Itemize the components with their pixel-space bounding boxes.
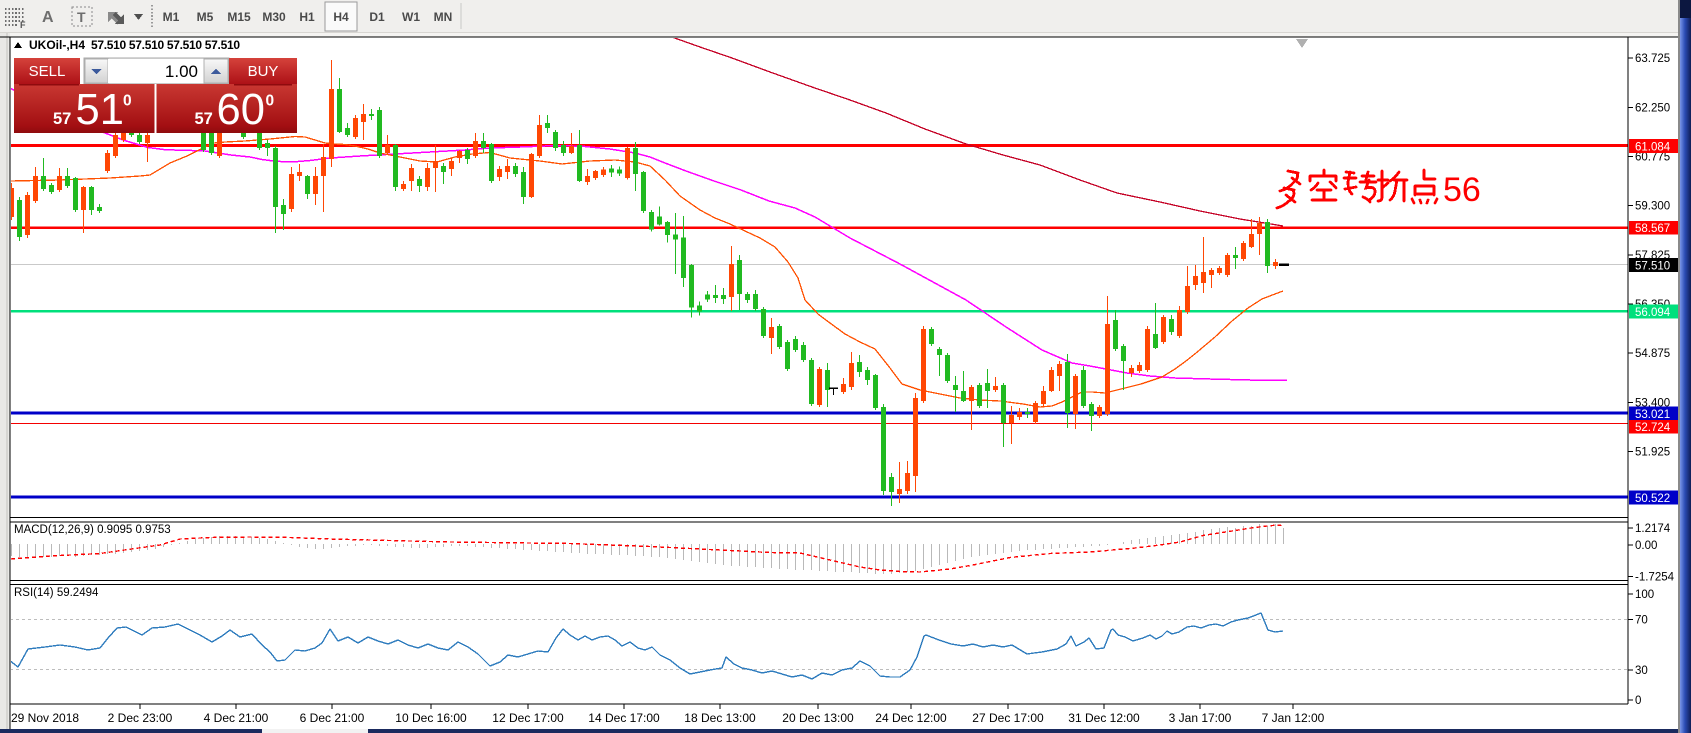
svg-text:31 Dec 12:00: 31 Dec 12:00 (1068, 711, 1140, 725)
svg-text:53.021: 53.021 (1635, 409, 1670, 421)
svg-text:MACD(12,26,9) 0.9095 0.9753: MACD(12,26,9) 0.9095 0.9753 (14, 524, 171, 536)
svg-text:30: 30 (1635, 665, 1648, 677)
svg-text:56.094: 56.094 (1635, 307, 1671, 319)
svg-text:14 Dec 17:00: 14 Dec 17:00 (588, 711, 660, 725)
svg-text:62.250: 62.250 (1635, 102, 1670, 114)
svg-text:6 Dec 21:00: 6 Dec 21:00 (300, 711, 365, 725)
svg-text:M15: M15 (227, 10, 251, 24)
svg-text:UKOil-,H4: UKOil-,H4 (29, 38, 85, 52)
svg-text:59.300: 59.300 (1635, 201, 1670, 213)
svg-text:D1: D1 (369, 10, 385, 24)
svg-text:W1: W1 (402, 10, 420, 24)
svg-text:51: 51 (76, 86, 124, 134)
svg-text:60: 60 (217, 86, 265, 134)
svg-text:10 Dec 16:00: 10 Dec 16:00 (395, 711, 467, 725)
svg-text:53.400: 53.400 (1635, 397, 1670, 409)
svg-text:SELL: SELL (29, 63, 66, 80)
svg-text:54.875: 54.875 (1635, 348, 1670, 360)
svg-text:12 Dec 17:00: 12 Dec 17:00 (492, 711, 564, 725)
svg-text:18 Dec 13:00: 18 Dec 13:00 (684, 711, 756, 725)
svg-text:51.925: 51.925 (1635, 447, 1670, 459)
svg-text:T: T (77, 9, 86, 25)
svg-text:0: 0 (266, 93, 275, 110)
svg-text:RSI(14) 59.2494: RSI(14) 59.2494 (14, 587, 99, 599)
svg-text:61.084: 61.084 (1635, 141, 1671, 153)
svg-text:24 Dec 12:00: 24 Dec 12:00 (875, 711, 947, 725)
svg-text:M30: M30 (262, 10, 286, 24)
svg-text:63.725: 63.725 (1635, 53, 1670, 65)
svg-text:70: 70 (1635, 615, 1648, 627)
svg-text:2 Dec 23:00: 2 Dec 23:00 (108, 711, 173, 725)
svg-text:29 Nov 2018: 29 Nov 2018 (11, 711, 79, 725)
svg-text:56: 56 (1443, 171, 1481, 209)
svg-text:1.2174: 1.2174 (1635, 523, 1671, 535)
svg-text:7 Jan 12:00: 7 Jan 12:00 (1262, 711, 1325, 725)
svg-text:M5: M5 (197, 10, 214, 24)
svg-text:52.724: 52.724 (1635, 422, 1671, 434)
svg-text:3 Jan 17:00: 3 Jan 17:00 (1169, 711, 1232, 725)
svg-text:0.00: 0.00 (1635, 540, 1657, 552)
svg-text:57.510 57.510 57.510 57.510: 57.510 57.510 57.510 57.510 (91, 38, 240, 52)
svg-text:57.510: 57.510 (1635, 260, 1670, 272)
svg-text:H4: H4 (333, 10, 349, 24)
svg-text:100: 100 (1635, 589, 1654, 601)
svg-text:4 Dec 21:00: 4 Dec 21:00 (204, 711, 269, 725)
svg-text:50.522: 50.522 (1635, 493, 1670, 505)
svg-text:MN: MN (434, 10, 453, 24)
svg-text:20 Dec 13:00: 20 Dec 13:00 (782, 711, 854, 725)
svg-text:57: 57 (195, 110, 213, 128)
svg-text:H1: H1 (299, 10, 315, 24)
svg-text:60.775: 60.775 (1635, 152, 1670, 164)
svg-text:F: F (20, 20, 26, 30)
svg-text:27 Dec 17:00: 27 Dec 17:00 (972, 711, 1044, 725)
svg-text:BUY: BUY (248, 63, 279, 80)
svg-text:-1.7254: -1.7254 (1635, 572, 1675, 584)
svg-text:0: 0 (123, 93, 132, 110)
svg-text:57: 57 (53, 110, 71, 128)
svg-text:0: 0 (1635, 695, 1641, 707)
svg-text:A: A (42, 9, 54, 26)
svg-text:M1: M1 (163, 10, 180, 24)
svg-text:1.00: 1.00 (165, 62, 198, 81)
svg-text:58.567: 58.567 (1635, 223, 1670, 235)
